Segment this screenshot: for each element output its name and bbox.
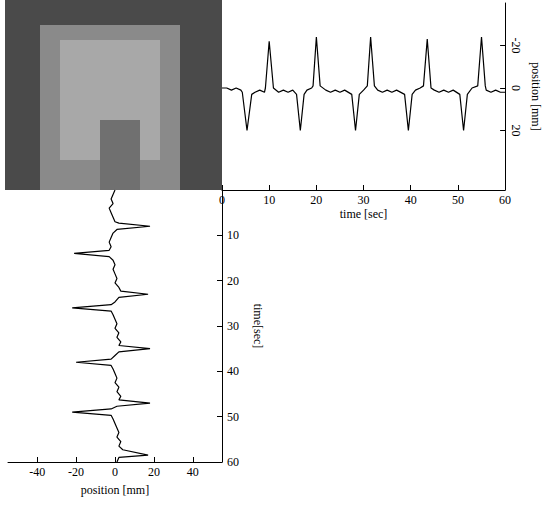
svg-text:-20: -20	[68, 465, 84, 479]
svg-text:0: 0	[219, 193, 225, 207]
svg-text:20: 20	[148, 465, 160, 479]
svg-text:10: 10	[227, 228, 239, 242]
svg-text:30: 30	[227, 319, 239, 333]
svg-text:30: 30	[358, 193, 370, 207]
svg-text:40: 40	[187, 465, 199, 479]
svg-text:10: 10	[263, 193, 275, 207]
svg-text:0: 0	[112, 465, 118, 479]
svg-text:-20: -20	[509, 38, 523, 54]
svg-text:40: 40	[405, 193, 417, 207]
svg-text:position [mm]: position [mm]	[81, 483, 149, 497]
svg-text:60: 60	[227, 455, 239, 469]
svg-text:50: 50	[227, 410, 239, 424]
svg-text:60: 60	[499, 193, 511, 207]
svg-text:50: 50	[452, 193, 464, 207]
svg-text:0: 0	[509, 85, 523, 91]
svg-text:-40: -40	[29, 465, 45, 479]
svg-text:20: 20	[509, 125, 523, 137]
svg-text:20: 20	[227, 274, 239, 288]
svg-text:time[sec]: time[sec]	[251, 304, 265, 349]
svg-text:time [sec]: time [sec]	[340, 207, 388, 221]
svg-text:40: 40	[227, 364, 239, 378]
svg-text:20: 20	[310, 193, 322, 207]
svg-text:position [mm]: position [mm]	[529, 62, 543, 130]
